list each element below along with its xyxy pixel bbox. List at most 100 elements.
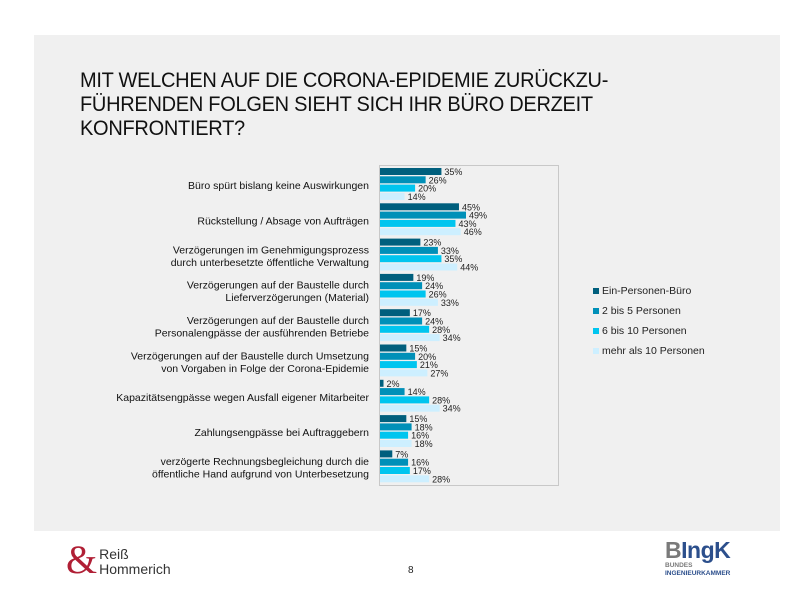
legend-item-2: 2 bis 5 Personen <box>593 301 705 321</box>
plot-frame <box>379 165 559 486</box>
value-label-7-3: 28% <box>432 395 450 405</box>
value-label-3-3: 35% <box>444 254 462 264</box>
value-label-5-2: 24% <box>425 317 443 327</box>
bar-3-2 <box>380 246 438 254</box>
legend-swatch-icon <box>593 288 599 294</box>
bar-6-1 <box>380 344 407 352</box>
value-label-6-3: 21% <box>420 360 438 370</box>
legend-item-3: 6 bis 10 Personen <box>593 321 705 341</box>
value-label-6-2: 20% <box>418 352 436 362</box>
bar-5-4 <box>380 334 440 342</box>
legend-label: 6 bis 10 Personen <box>602 325 687 337</box>
value-label-5-1: 17% <box>413 308 431 318</box>
bar-7-1 <box>380 379 384 387</box>
legend-item-4: mehr als 10 Personen <box>593 341 705 361</box>
bar-9-1 <box>380 450 393 458</box>
category-label-4: Lieferverzögerungen (Material) <box>225 292 369 304</box>
slide-title: MIT WELCHEN AUF DIE CORONA-EPIDEMIE ZURÜ… <box>80 68 609 140</box>
bar-1-1 <box>380 168 442 175</box>
bar-9-3 <box>380 467 410 474</box>
legend-swatch-icon <box>593 328 599 334</box>
value-label-4-4: 33% <box>441 298 459 308</box>
category-label-4: Verzögerungen auf der Baustelle durch <box>187 280 369 292</box>
value-label-8-3: 16% <box>411 431 429 441</box>
value-label-8-4: 18% <box>415 439 433 449</box>
bar-2-1 <box>380 203 459 211</box>
logo-text-line1: Reiß <box>99 546 129 562</box>
bar-4-1 <box>380 273 414 281</box>
category-label-5: Personalengpässe der ausführenden Betrie… <box>155 327 369 339</box>
category-label-6: Verzögerungen auf der Baustelle durch Um… <box>131 350 369 362</box>
bar-2-4 <box>380 228 461 236</box>
value-label-3-1: 23% <box>423 238 441 248</box>
value-label-7-2: 14% <box>408 387 426 397</box>
bar-6-4 <box>380 369 428 377</box>
bar-4-4 <box>380 298 438 306</box>
value-label-4-2: 24% <box>425 281 443 291</box>
legend-label: Ein-Personen-Büro <box>602 285 692 297</box>
category-label-1: Büro spürt bislang keine Auswirkungen <box>188 180 369 192</box>
category-labels: Büro spürt bislang keine Auswirkungen Rüc… <box>116 180 369 481</box>
category-label-9: öffentliche Hand aufgrund von Unterbeset… <box>152 469 369 481</box>
value-label-5-3: 28% <box>432 325 450 335</box>
bingk-sub-line1: BUNDES <box>665 562 693 569</box>
bingk-logo-rest: IngK <box>681 537 731 563</box>
value-label-9-4: 28% <box>432 474 450 484</box>
category-label-3: Verzögerungen im Genehmigungsprozess <box>173 244 369 256</box>
page-number: 8 <box>408 565 414 576</box>
value-label-2-1: 45% <box>462 202 480 212</box>
logo-text-line2: Hommerich <box>99 561 171 577</box>
value-label-9-1: 7% <box>395 449 408 459</box>
bar-6-2 <box>380 352 416 360</box>
bars-layer: 35%26%20%14%45%49%43%46%23%33%35%44%19%2… <box>380 167 487 484</box>
bar-1-3 <box>380 184 416 192</box>
bar-5-3 <box>380 325 430 333</box>
bar-3-1 <box>380 238 421 246</box>
bar-4-2 <box>380 282 423 290</box>
value-label-7-4: 34% <box>443 404 461 414</box>
bar-2-3 <box>380 219 456 227</box>
bar-7-4 <box>380 404 440 412</box>
value-label-8-2: 18% <box>415 422 433 432</box>
bar-9-4 <box>380 475 430 483</box>
value-label-1-2: 26% <box>429 175 447 185</box>
value-label-4-1: 19% <box>416 273 434 283</box>
legend-item-1: Ein-Personen-Büro <box>593 281 705 301</box>
bar-3-4 <box>380 263 458 271</box>
value-label-6-1: 15% <box>409 344 427 354</box>
reiss-hommerich-logo: & Reiß Hommerich <box>66 540 171 580</box>
value-label-1-4: 14% <box>408 192 426 202</box>
legend-label: 2 bis 5 Personen <box>602 305 681 317</box>
value-label-4-3: 26% <box>429 290 447 300</box>
value-label-1-1: 35% <box>444 167 462 177</box>
value-label-8-1: 15% <box>409 414 427 424</box>
value-label-5-4: 34% <box>443 333 461 343</box>
value-label-9-3: 17% <box>413 466 431 476</box>
bar-7-2 <box>380 388 405 396</box>
legend-label: mehr als 10 Personen <box>602 345 705 357</box>
category-label-9: verzögerte Rechnungsbegleichung durch di… <box>161 456 370 468</box>
bar-1-2 <box>380 176 426 184</box>
value-label-9-2: 16% <box>411 458 429 468</box>
bar-8-3 <box>380 431 409 439</box>
bar-3-3 <box>380 255 442 263</box>
bar-7-3 <box>380 396 430 404</box>
value-label-6-4: 27% <box>430 368 448 378</box>
bar-2-2 <box>380 211 466 219</box>
legend-swatch-icon <box>593 348 599 354</box>
bingk-logo: BIngK BUNDES INGENIEURKAMMER <box>665 537 731 578</box>
bar-6-3 <box>380 361 417 369</box>
bar-4-3 <box>380 290 426 298</box>
category-label-6: von Vorgaben in Folge der Corona-Epidemi… <box>161 363 369 375</box>
bar-5-1 <box>380 309 410 317</box>
bar-8-1 <box>380 415 407 423</box>
value-label-7-1: 2% <box>387 379 400 389</box>
value-label-3-4: 44% <box>460 263 478 273</box>
value-label-3-2: 33% <box>441 246 459 256</box>
bar-8-4 <box>380 440 412 447</box>
bar-1-4 <box>380 192 405 200</box>
category-label-7: Kapazitätsengpässe wegen Ausfall eigener… <box>116 392 369 404</box>
bar-9-2 <box>380 458 409 466</box>
legend-swatch-icon <box>593 308 599 314</box>
